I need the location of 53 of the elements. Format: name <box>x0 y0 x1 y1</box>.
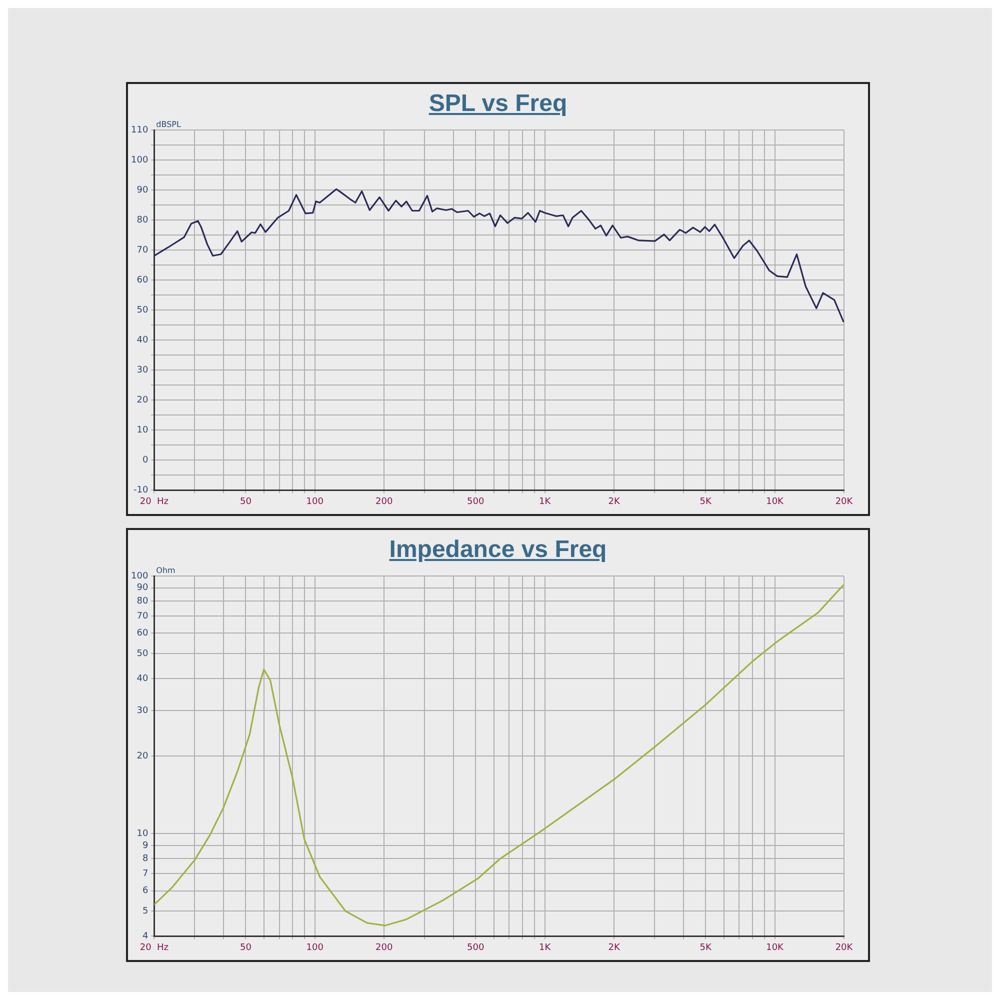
y-axis-title: dBSPL <box>156 120 182 130</box>
y-tick-label: 30 <box>136 706 148 716</box>
x-tick-label: 5K <box>700 496 712 507</box>
y-tick-label: 20 <box>136 395 148 406</box>
x-tick-label: 50 <box>240 942 252 953</box>
y-tick-label: 90 <box>136 583 148 594</box>
x-tick-label: 20K <box>835 942 854 953</box>
x-tick-label: 500 <box>467 496 484 507</box>
y-tick-label: 50 <box>136 305 148 316</box>
y-tick-label: 70 <box>136 611 148 622</box>
x-tick-label: 500 <box>467 942 484 953</box>
x-tick-label: 5K <box>700 942 712 953</box>
y-tick-label: 50 <box>136 648 148 659</box>
x-tick-label: 2K <box>608 496 621 507</box>
y-tick-label: 40 <box>136 335 148 346</box>
x-tick-label: 1K <box>539 942 552 953</box>
y-tick-label: 70 <box>136 245 148 256</box>
y-tick-label: 90 <box>136 185 148 196</box>
y-tick-label: 8 <box>142 854 148 864</box>
y-tick-label: 60 <box>136 628 148 639</box>
y-tick-label: -10 <box>133 486 148 496</box>
y-tick-label: 80 <box>136 215 148 226</box>
y-tick-label: 5 <box>142 906 148 917</box>
y-tick-label: 0 <box>142 456 148 466</box>
x-tick-label: 20 Hz <box>140 496 169 507</box>
y-tick-label: 4 <box>142 932 148 942</box>
y-tick-label: 100 <box>130 155 148 166</box>
y-tick-label: 6 <box>142 886 148 896</box>
x-tick-label: 200 <box>376 942 393 953</box>
y-axis-title: Ohm <box>156 566 176 576</box>
x-tick-label: 2K <box>608 942 621 953</box>
x-tick-label: 10K <box>766 496 785 507</box>
y-tick-label: 30 <box>136 365 148 376</box>
y-tick-label: 20 <box>136 751 148 762</box>
x-tick-label: 100 <box>306 942 324 953</box>
y-tick-label: 9 <box>142 840 148 851</box>
y-tick-label: 100 <box>130 571 148 582</box>
x-tick-label: 50 <box>240 496 252 507</box>
y-tick-label: 60 <box>136 275 148 286</box>
x-tick-label: 20 Hz <box>140 942 169 953</box>
y-tick-label: 80 <box>136 596 148 606</box>
y-tick-label: 10 <box>136 829 148 840</box>
chart-title: SPL vs Freq <box>428 90 568 118</box>
y-tick-label: 40 <box>136 674 148 684</box>
y-tick-label: 10 <box>136 426 148 436</box>
y-tick-label: 7 <box>142 868 148 879</box>
x-tick-label: 1K <box>539 496 552 507</box>
chart-title: Impedance vs Freq <box>388 536 608 564</box>
x-tick-label: 20K <box>835 496 854 507</box>
x-tick-label: 100 <box>306 496 324 507</box>
y-tick-label: 110 <box>130 125 148 136</box>
x-tick-label: 10K <box>766 942 785 953</box>
x-tick-label: 200 <box>376 496 393 507</box>
